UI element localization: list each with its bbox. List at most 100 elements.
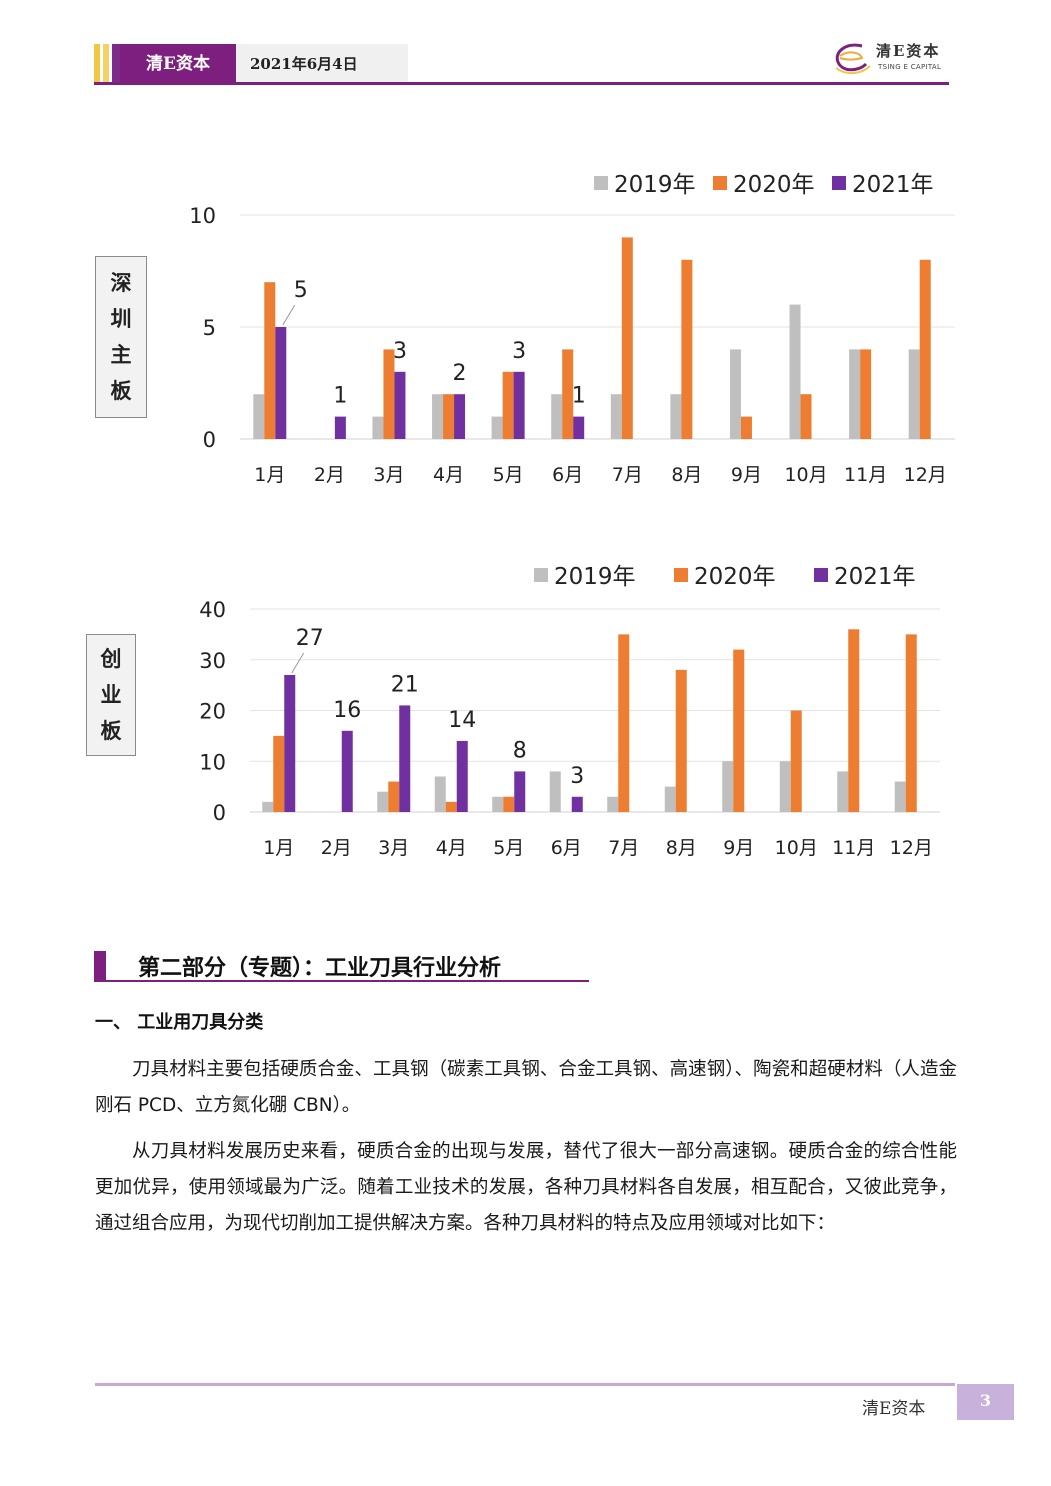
legend-label: 2020年 <box>694 564 776 590</box>
x-tick-label: 6月 <box>551 837 582 859</box>
side-label-char: 板 <box>110 379 132 403</box>
x-tick-label: 5月 <box>493 837 524 859</box>
data-label: 16 <box>333 698 361 723</box>
bar <box>388 781 400 812</box>
company-logo-icon <box>835 43 871 74</box>
x-tick-label: 2月 <box>321 837 352 859</box>
bar <box>432 394 444 439</box>
x-tick-label: 4月 <box>433 464 464 486</box>
bar <box>454 394 466 439</box>
bar <box>434 776 446 812</box>
side-label-char: 主 <box>110 343 132 367</box>
x-tick-label: 1月 <box>263 837 294 859</box>
bar <box>848 629 860 812</box>
bar <box>610 394 622 439</box>
bar <box>789 304 801 439</box>
y-tick-label: 0 <box>213 801 226 825</box>
x-tick-label: 12月 <box>904 464 947 486</box>
bar <box>681 259 693 439</box>
bar <box>664 786 676 812</box>
header-accent-bar <box>103 44 109 84</box>
bar <box>621 237 633 439</box>
header-date: 2021年6月4日 <box>236 44 408 84</box>
paragraph: 从刀具材料发展历史来看，硬质合金的出现与发展，替代了很大一部分高速钢。硬质合金的… <box>95 1141 957 1234</box>
side-label-char: 板 <box>100 719 122 743</box>
bar <box>264 282 276 439</box>
x-tick-label: 10月 <box>775 837 818 859</box>
bar <box>443 394 455 439</box>
subsection-title: 一、 工业用刀具分类 <box>95 1012 264 1033</box>
x-tick-label: 11月 <box>844 464 887 486</box>
bar <box>262 801 274 812</box>
legend-label: 2021年 <box>852 172 934 198</box>
bar <box>740 416 752 439</box>
data-label: 8 <box>513 738 527 763</box>
bar <box>562 349 574 439</box>
x-tick-label: 9月 <box>723 837 754 859</box>
bar <box>894 781 906 812</box>
legend-swatch <box>594 176 608 190</box>
x-tick-label: 4月 <box>436 837 467 859</box>
bar <box>837 771 849 812</box>
page-number: 3 <box>957 1384 1014 1420</box>
x-tick-label: 8月 <box>671 464 702 486</box>
side-label-char: 圳 <box>110 307 132 331</box>
bar <box>491 416 503 439</box>
x-tick-label: 1月 <box>254 464 285 486</box>
bar <box>253 394 265 439</box>
bar <box>800 394 812 439</box>
bar <box>919 259 931 439</box>
bar <box>571 796 583 812</box>
x-tick-label: 2月 <box>314 464 345 486</box>
legend-swatch <box>832 176 846 190</box>
bar <box>618 634 630 812</box>
bar <box>549 771 561 812</box>
bar <box>607 796 619 812</box>
header-accent-bar <box>112 44 120 84</box>
bar <box>383 349 395 439</box>
bar <box>722 761 734 812</box>
section-rule <box>94 980 589 982</box>
y-tick-label: 30 <box>199 649 226 673</box>
legend-label: 2021年 <box>834 564 916 590</box>
body-text: 刀具材料主要包括硬质合金、工具钢（碳素工具钢、合金工具钢、高速钢）、陶瓷和超硬材… <box>95 1052 957 1252</box>
data-label: 3 <box>512 339 526 364</box>
bar <box>905 634 917 812</box>
x-tick-label: 6月 <box>552 464 583 486</box>
x-tick-label: 8月 <box>666 837 697 859</box>
bar <box>849 349 861 439</box>
bar <box>675 669 687 812</box>
legend-label: 2019年 <box>554 564 636 590</box>
legend-label: 2019年 <box>614 172 696 198</box>
logo-text-cn: 清E资本 <box>876 42 941 60</box>
data-label-leader <box>291 652 305 674</box>
data-label: 5 <box>294 278 308 303</box>
y-tick-label: 10 <box>199 750 226 774</box>
bar <box>908 349 920 439</box>
data-label: 14 <box>448 708 476 733</box>
footer-rule <box>95 1383 955 1386</box>
bar <box>284 674 296 812</box>
footer-brand: 清E资本 <box>862 1399 926 1419</box>
bar <box>513 371 525 439</box>
x-tick-label: 12月 <box>890 837 933 859</box>
x-tick-label: 9月 <box>731 464 762 486</box>
bar <box>573 416 585 439</box>
bar <box>445 801 457 812</box>
data-label: 1 <box>333 384 347 409</box>
x-tick-label: 3月 <box>373 464 404 486</box>
bar <box>394 371 406 439</box>
bar <box>503 796 515 812</box>
header-rule <box>94 82 949 85</box>
bar <box>456 740 468 812</box>
chart-side-label: 深圳主板 <box>95 256 147 418</box>
y-tick-label: 20 <box>199 700 226 724</box>
x-tick-label: 3月 <box>378 837 409 859</box>
section-title: 第二部分（专题）：工业刀具行业分析 <box>138 956 502 981</box>
bar <box>733 649 745 812</box>
y-tick-label: 5 <box>203 316 216 340</box>
y-tick-label: 10 <box>189 204 216 228</box>
bar <box>372 416 384 439</box>
chart-side-label: 创业板 <box>86 634 136 756</box>
